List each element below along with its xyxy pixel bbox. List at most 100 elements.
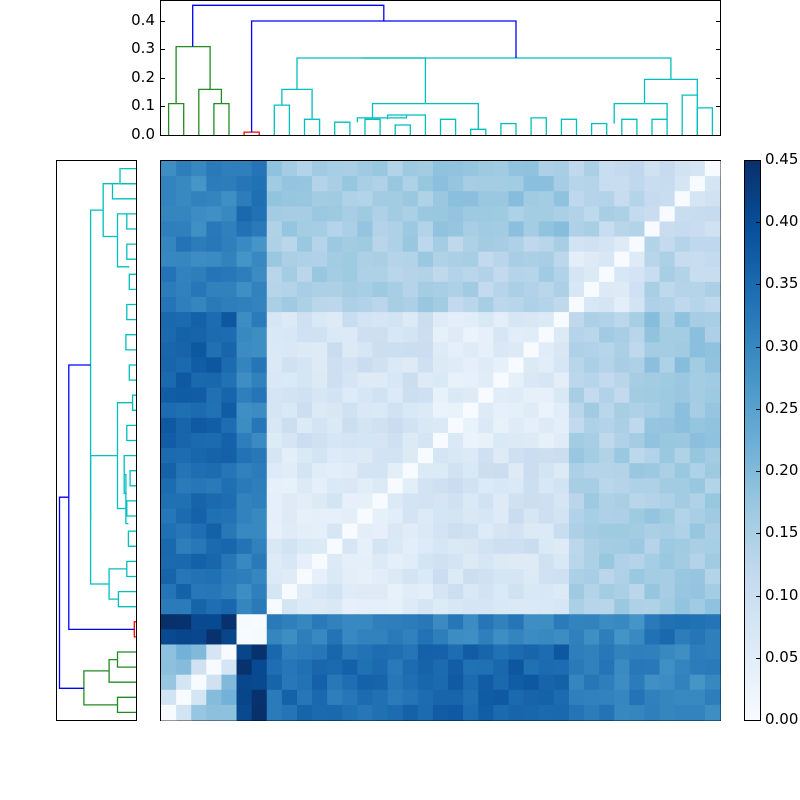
heatmap-cell [614,629,630,646]
heatmap-cell [674,614,691,630]
colorbar-tick-label: 0.05 [765,647,799,666]
heatmap-cell [538,327,555,343]
heatmap-cell [599,523,615,540]
heatmap-cell [296,448,313,464]
heatmap-cell [553,659,570,676]
heatmap-cell [312,342,328,359]
heatmap-cell [493,266,510,283]
heatmap-cell [281,372,298,389]
dendrogram-link [111,183,136,200]
heatmap-cell [448,463,464,479]
heatmap-cell [523,644,540,661]
heatmap-cell [357,448,374,464]
heatmap-cell [312,538,328,555]
heatmap-cell [463,508,479,525]
heatmap-cell [659,523,676,540]
heatmap-cell [327,568,343,585]
heatmap-cell [689,191,706,207]
heatmap-cell [191,584,207,600]
heatmap-cell [161,266,177,283]
heatmap-cell [629,342,646,359]
heatmap-cell [206,402,223,419]
heatmap-cell [629,176,646,192]
heatmap-cell [312,644,328,661]
heatmap-cell [312,629,328,646]
heatmap-cell [191,448,207,464]
y-tick-mark [160,49,165,51]
heatmap-cell [448,402,464,419]
heatmap-cell [417,251,434,268]
heatmap-cell [644,236,661,253]
heatmap-cell [478,432,494,449]
heatmap-cell [463,176,479,192]
heatmap-cell [508,372,525,389]
heatmap-cell [251,161,268,177]
heatmap-cell [221,568,238,585]
heatmap-cell [568,206,585,223]
heatmap-cell [221,251,238,268]
heatmap-cell [538,689,555,706]
heatmap-cell [402,704,419,721]
heatmap-cell [704,493,721,510]
heatmap-cell [327,417,343,434]
heatmap-cell [236,251,253,268]
heatmap-cell [372,704,389,721]
heatmap-cell [312,478,328,494]
heatmap-cell [266,448,283,464]
colorbar-tick-mark [756,160,761,161]
heatmap-cell [206,644,223,661]
heatmap-cell [296,281,313,298]
heatmap-cell [689,236,706,253]
heatmap-cell [553,191,570,207]
heatmap-cell [463,689,479,706]
heatmap-cell [432,357,449,374]
heatmap-cell [553,312,570,328]
heatmap-cell [523,568,540,585]
heatmap-cell [689,478,706,494]
heatmap-cell [659,448,676,464]
heatmap-cell [538,629,555,646]
heatmap-cell [659,236,676,253]
heatmap-cell [508,236,525,253]
heatmap-cell [568,674,585,691]
heatmap-cell [372,281,389,298]
heatmap-cell [342,448,359,464]
heatmap-cell [478,281,494,298]
heatmap-cell [584,206,600,223]
heatmap-cell [584,584,600,600]
heatmap-cell [448,312,464,328]
heatmap-cell [372,342,389,359]
heatmap-cell [614,176,630,192]
heatmap-cell [251,432,268,449]
heatmap-cell [236,327,253,343]
heatmap-cell [417,387,434,404]
heatmap-cell [704,342,721,359]
heatmap-cell [221,629,238,646]
heatmap-cell [372,584,389,600]
heatmap-cell [508,161,525,177]
heatmap-cell [357,206,374,223]
heatmap-cell [191,236,207,253]
heatmap-cell [674,327,691,343]
heatmap-cell [584,357,600,374]
heatmap-cell [644,417,661,434]
heatmap-cell [568,312,585,328]
heatmap-cell [387,402,404,419]
heatmap-cell [538,614,555,630]
heatmap-cell [236,312,253,328]
heatmap-cell [342,478,359,494]
heatmap-cell [266,629,283,646]
heatmap-cell [644,327,661,343]
heatmap-cell [674,463,691,479]
heatmap-cell [417,342,434,359]
heatmap-cell [689,644,706,661]
heatmap-cell [614,327,630,343]
heatmap-cell [478,493,494,510]
heatmap-cell [432,644,449,661]
heatmap-cell [674,584,691,600]
heatmap-cell [161,629,177,646]
heatmap-cell [659,342,676,359]
heatmap-cell [327,342,343,359]
heatmap-cell [357,342,374,359]
heatmap-cell [191,493,207,510]
